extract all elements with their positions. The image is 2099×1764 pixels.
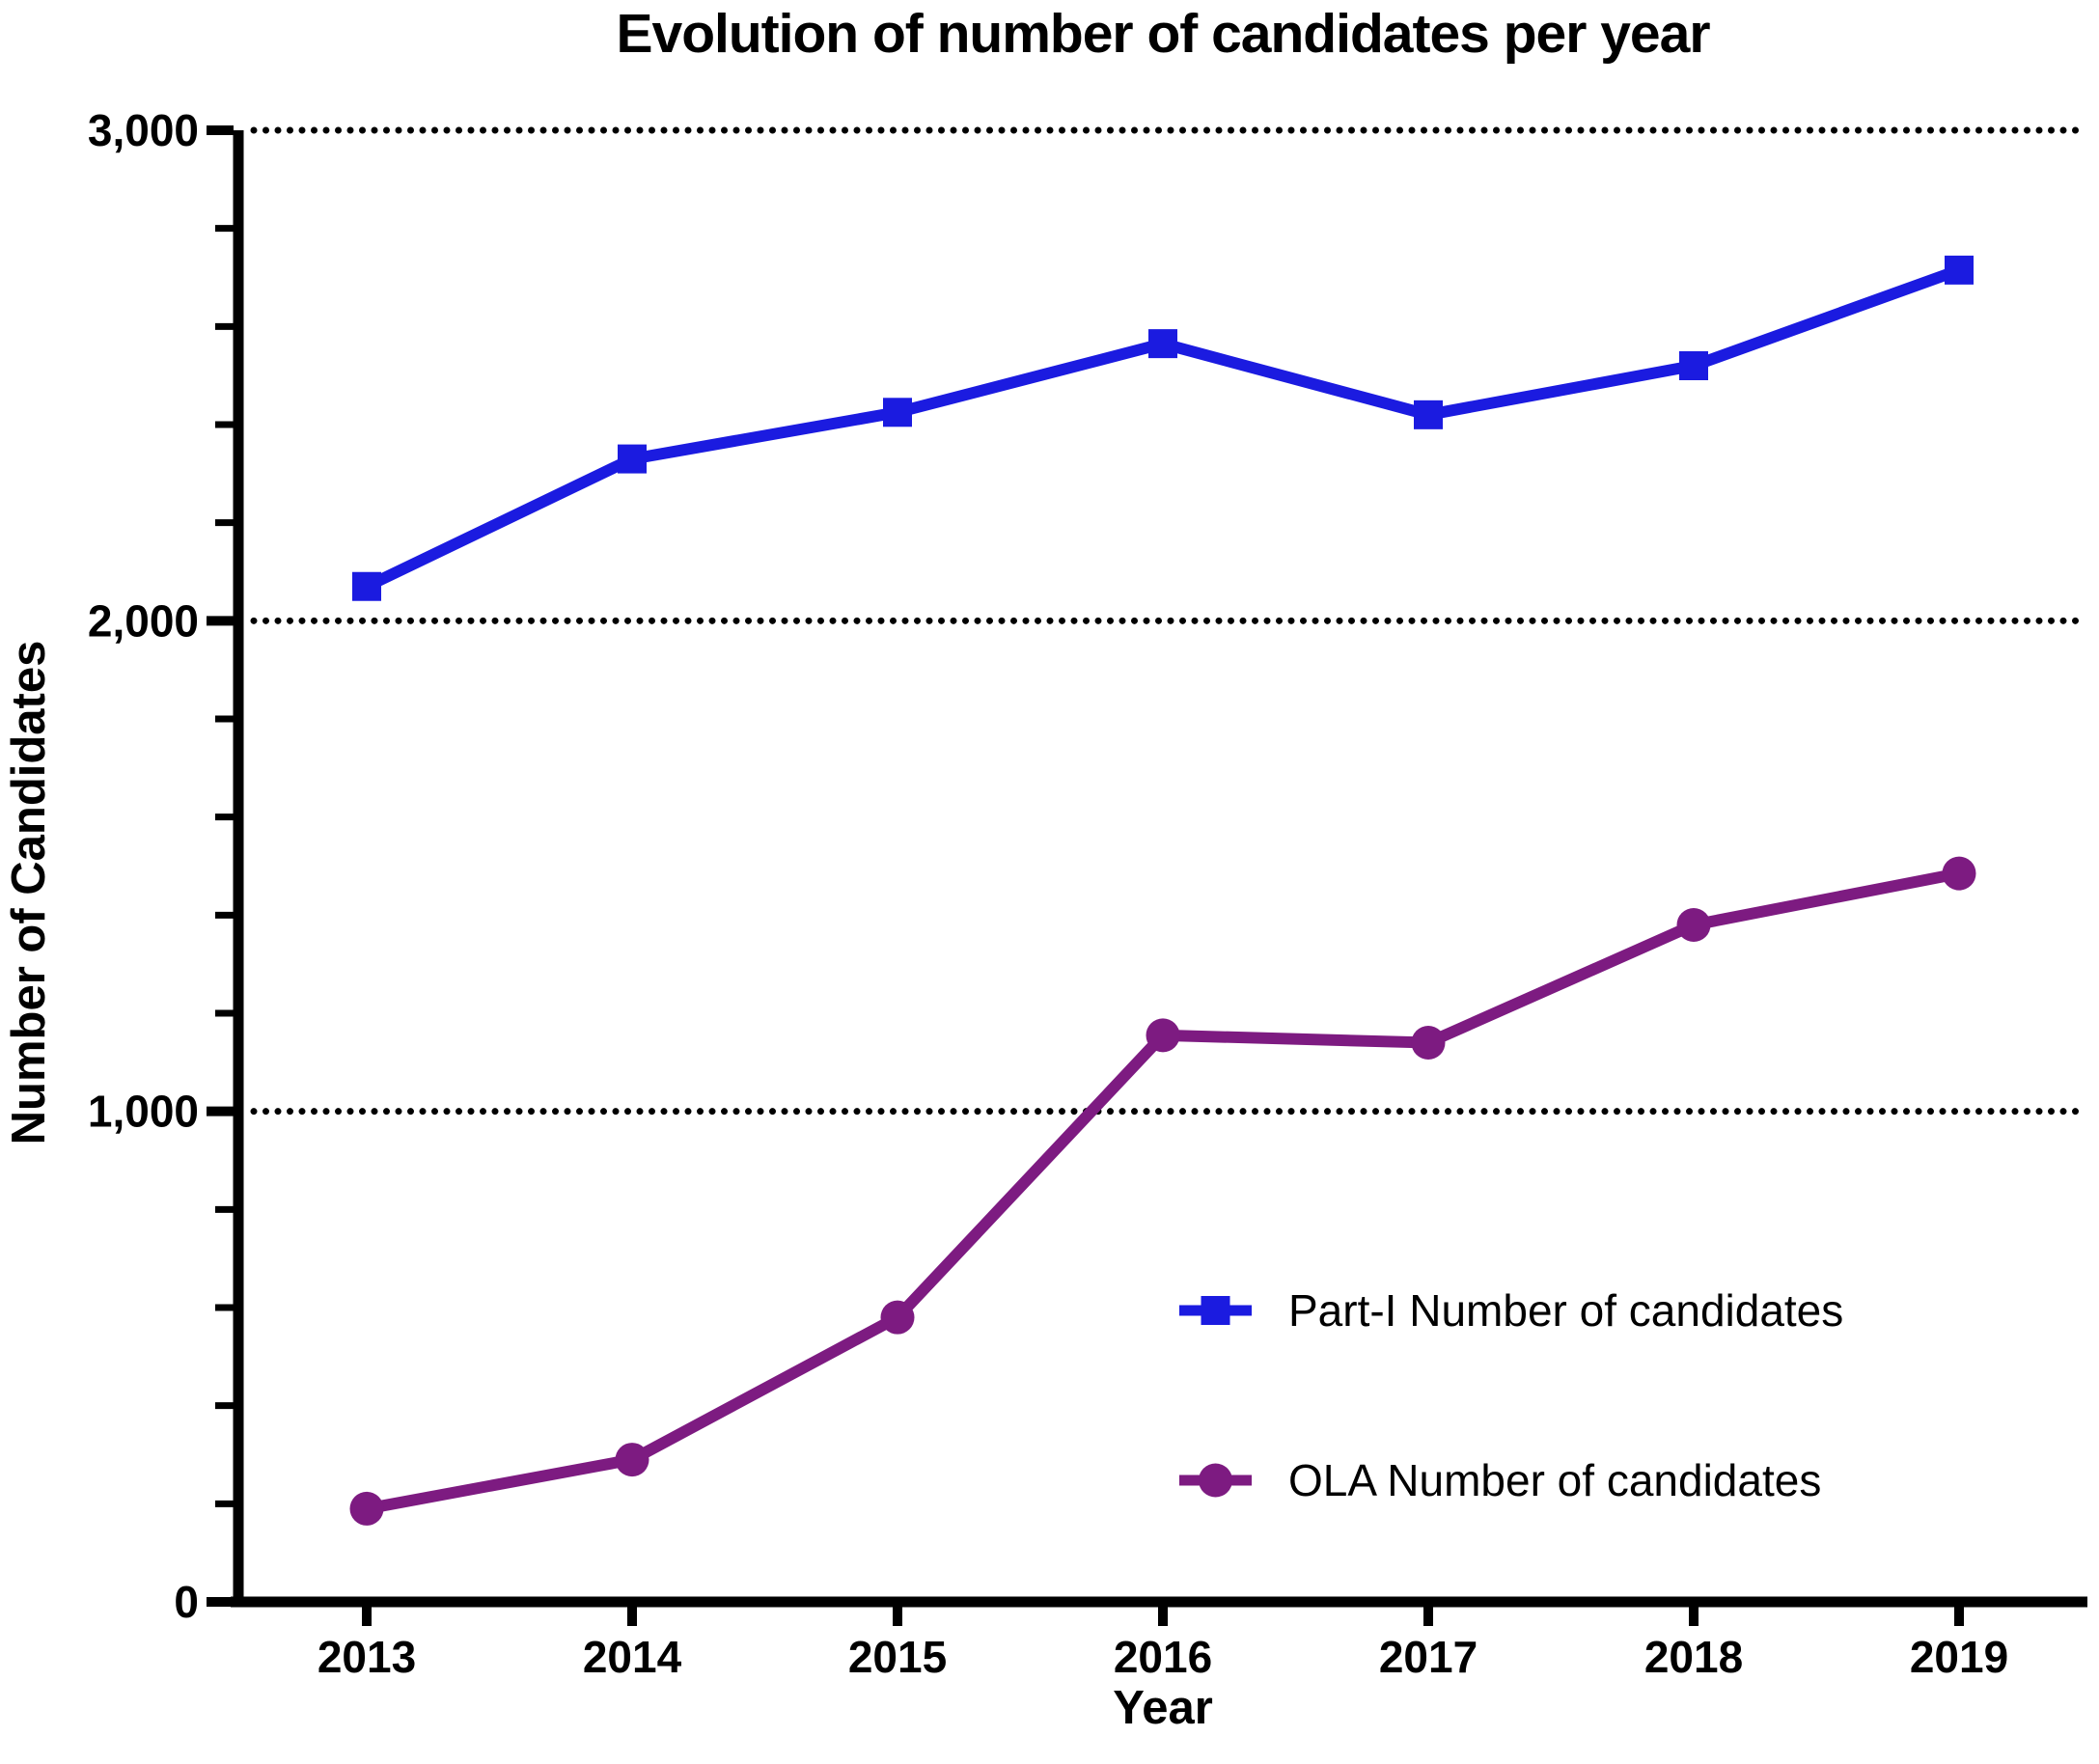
data-point [1679, 351, 1708, 380]
y-axis-tick-label: 1,000 [88, 1087, 199, 1137]
x-axis-tick-label: 2013 [318, 1632, 416, 1682]
x-axis-title: Year [1113, 1682, 1213, 1734]
data-point [880, 1300, 915, 1335]
data-point [1676, 908, 1711, 942]
legend-item-ola: OLA Number of candidates [1179, 1451, 1843, 1509]
data-point [349, 1491, 384, 1526]
ola-series-swatch-icon [1179, 1463, 1252, 1498]
legend-swatch-marker [1201, 1296, 1230, 1325]
data-point [1414, 400, 1443, 429]
legend-label-ola: OLA Number of candidates [1288, 1455, 1822, 1505]
y-axis-tick-label: 0 [174, 1577, 199, 1627]
data-point [618, 444, 647, 474]
y-axis-tick-label: 3,000 [88, 105, 199, 155]
data-point [615, 1443, 649, 1477]
data-point [1942, 856, 1976, 891]
x-axis-tick-label: 2014 [583, 1632, 682, 1682]
data-point [1148, 329, 1177, 359]
legend: Part-I Number of candidates OLA Number o… [1179, 1282, 1843, 1509]
chart-title: Evolution of number of candidates per ye… [616, 3, 1710, 65]
x-axis-tick-label: 2016 [1114, 1632, 1212, 1682]
x-axis-tick-label: 2015 [848, 1632, 947, 1682]
legend-swatch-marker [1199, 1463, 1232, 1498]
part-i-series-swatch-icon [1179, 1296, 1252, 1325]
y-axis-tick-label: 2,000 [88, 595, 199, 646]
legend-item-part-i: Part-I Number of candidates [1179, 1282, 1843, 1339]
x-axis-tick-label: 2019 [1910, 1632, 2008, 1682]
x-axis-tick-label: 2017 [1379, 1632, 1478, 1682]
legend-label-part-i: Part-I Number of candidates [1288, 1285, 1844, 1336]
data-point [352, 571, 381, 601]
data-point [1411, 1026, 1446, 1060]
data-point [1945, 255, 1974, 285]
x-axis-tick-label: 2018 [1644, 1632, 1743, 1682]
data-point [1146, 1018, 1180, 1053]
series-line-part-i [364, 264, 1962, 593]
data-point [883, 398, 912, 427]
